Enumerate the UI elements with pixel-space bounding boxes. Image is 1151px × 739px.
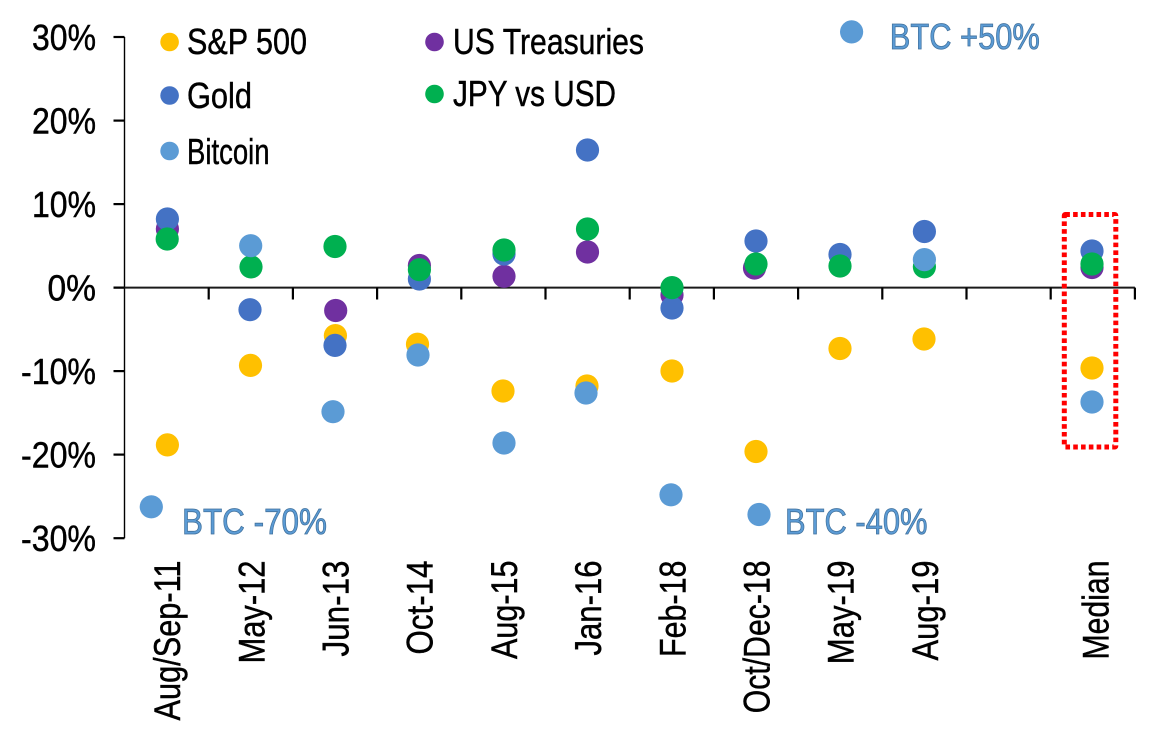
svg-text:Bitcoin: Bitcoin: [187, 131, 270, 172]
svg-text:-20%: -20%: [21, 435, 96, 476]
svg-text:Jun-13: Jun-13: [316, 561, 357, 657]
svg-text:BTC -40%: BTC -40%: [785, 501, 928, 542]
svg-text:US Treasuries: US Treasuries: [453, 21, 644, 62]
svg-text:May-12: May-12: [231, 561, 272, 664]
svg-text:Aug-19: Aug-19: [905, 561, 946, 661]
svg-text:BTC +50%: BTC +50%: [890, 16, 1040, 57]
svg-text:10%: 10%: [32, 184, 96, 225]
svg-text:Feb-18: Feb-18: [652, 561, 693, 658]
svg-text:20%: 20%: [32, 101, 96, 142]
svg-text:Oct/Dec-18: Oct/Dec-18: [737, 561, 778, 714]
svg-text:-30%: -30%: [21, 518, 96, 559]
svg-text:-10%: -10%: [21, 351, 96, 392]
svg-text:Oct-14: Oct-14: [400, 561, 441, 655]
svg-text:Aug/Sep-11: Aug/Sep-11: [147, 561, 188, 721]
svg-text:BTC -70%: BTC -70%: [182, 501, 327, 542]
svg-text:Jan-16: Jan-16: [568, 561, 609, 656]
svg-text:Median: Median: [1075, 561, 1116, 660]
svg-text:S&P 500: S&P 500: [187, 21, 307, 62]
svg-text:JPY vs USD: JPY vs USD: [453, 73, 616, 114]
svg-text:30%: 30%: [32, 17, 96, 58]
svg-text:Aug-15: Aug-15: [484, 561, 525, 660]
svg-text:May-19: May-19: [821, 561, 862, 665]
svg-text:0%: 0%: [48, 268, 97, 309]
svg-text:Gold: Gold: [187, 75, 252, 116]
